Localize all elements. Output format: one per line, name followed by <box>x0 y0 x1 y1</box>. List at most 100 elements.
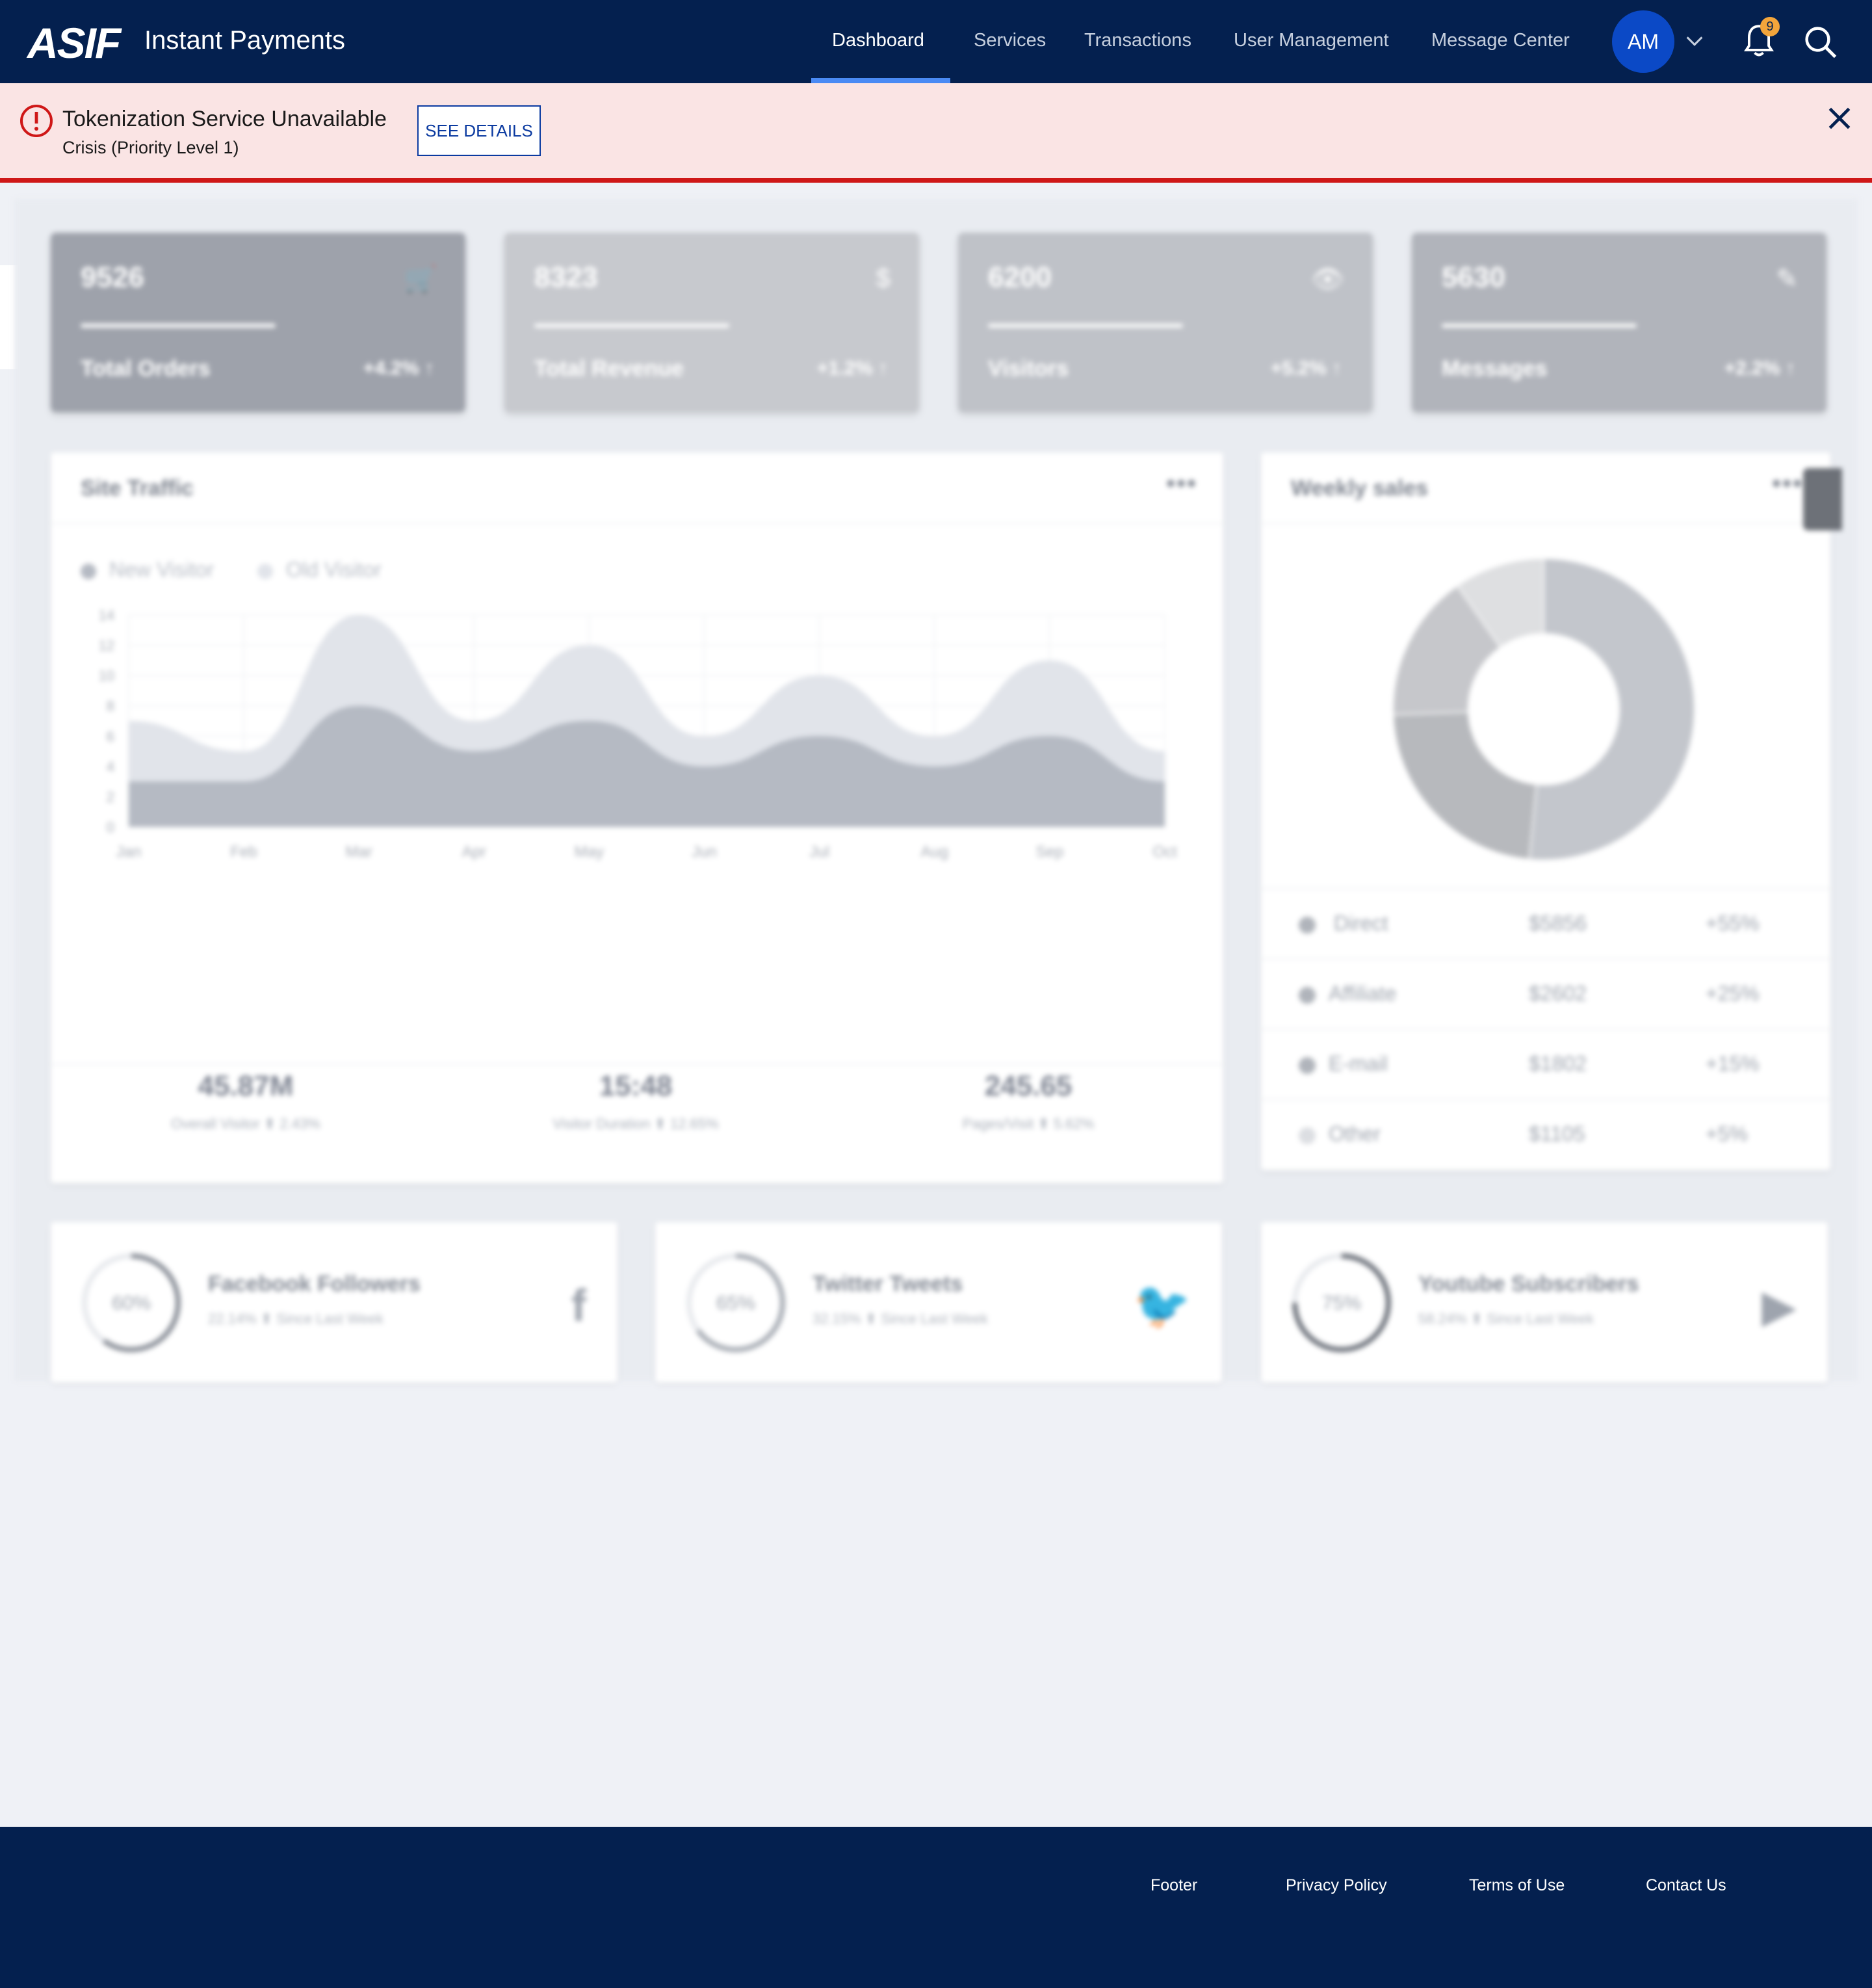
progress-ring: 65% <box>686 1253 785 1352</box>
stat-value: 5630 <box>1442 261 1505 293</box>
sales-dot <box>1299 1057 1316 1074</box>
progress-ring: 60% <box>82 1253 181 1352</box>
more-menu-icon[interactable]: ••• <box>1772 469 1804 498</box>
legend-label: New Visitor <box>109 558 214 581</box>
site-traffic-chart: 0 2 4 6 8 10 12 14 Jan Feb Mar Apr May Jun Jul Aug Sep Oc… <box>99 607 1177 861</box>
x-tick-label: Jan <box>116 843 142 861</box>
stat-value: 6200 <box>988 261 1052 293</box>
x-tick-label: Jun <box>692 843 717 861</box>
sales-amount: $2602 <box>1529 982 1587 1005</box>
stat-card-orders: 9526 🛒 Total Orders +4.2% ↑ <box>51 233 465 412</box>
footer-link-footer[interactable]: Footer <box>1150 1876 1198 1894</box>
metric-pages-per-visit: 245.65 Pages/Visit ⬆ 5.62% <box>833 1070 1223 1132</box>
social-title: Twitter Tweets <box>812 1272 963 1296</box>
twitter-icon: 🐦 <box>1134 1280 1191 1331</box>
x-tick-label: Jul <box>809 843 829 861</box>
panel-divider <box>51 1064 1223 1065</box>
stat-label: Visitors <box>988 356 1069 381</box>
y-tick-label: 10 <box>99 668 114 684</box>
stat-change: +5.2% ↑ <box>1270 358 1342 379</box>
social-title: Youtube Subscribers <box>1418 1272 1639 1296</box>
nav-transactions[interactable]: Transactions <box>1084 30 1191 51</box>
metric-caption: Pages/Visit ⬆ 5.62% <box>962 1116 1095 1132</box>
nav-message-center[interactable]: Message Center <box>1431 30 1570 51</box>
sales-change: +15% <box>1706 1052 1760 1075</box>
social-subtitle: 32.15% ⬆ Since Last Week <box>812 1311 988 1327</box>
stat-value: 8323 <box>534 261 598 293</box>
x-tick-label: Feb <box>230 843 257 861</box>
stat-progress-bar <box>534 324 729 328</box>
avatar-initials: AM <box>1628 29 1659 53</box>
nav-dashboard[interactable]: Dashboard <box>832 30 924 51</box>
more-menu-icon[interactable]: ••• <box>1166 469 1198 498</box>
social-card-facebook: 60% Facebook Followers 22.14% ⬆ Since La… <box>51 1222 618 1382</box>
progress-percent: 60% <box>112 1292 151 1314</box>
sales-dot <box>1299 1127 1316 1144</box>
x-tick-label: Oct <box>1152 843 1177 861</box>
cart-icon: 🛒 <box>404 265 437 294</box>
metric-value: 245.65 <box>984 1070 1072 1102</box>
app-title: Instant Payments <box>144 26 346 55</box>
metric-value: 45.87M <box>198 1070 294 1102</box>
sales-row: Other $1105 +5% <box>1261 1099 1830 1169</box>
sales-change: +5% <box>1706 1122 1748 1145</box>
search-icon[interactable] <box>1803 25 1838 60</box>
footer-link-contact-us[interactable]: Contact Us <box>1646 1876 1726 1894</box>
stat-progress-bar <box>81 324 276 328</box>
eye-icon: 👁 <box>1311 265 1344 294</box>
progress-percent: 75% <box>1322 1292 1361 1314</box>
panel-title: Site Traffic <box>81 476 194 501</box>
chevron-down-icon[interactable] <box>1684 30 1706 52</box>
social-card-twitter: 65% Twitter Tweets 32.15% ⬆ Since Last W… <box>655 1222 1222 1382</box>
sales-row: Affiliate $2602 +25% <box>1261 958 1830 1028</box>
y-tick-label: 12 <box>99 638 114 654</box>
legend-label: Old Visitor <box>286 558 382 581</box>
legend-old-visitor: Old Visitor <box>257 558 382 582</box>
legend-dot <box>81 563 96 579</box>
area-series-new-visitor <box>129 705 1165 827</box>
y-tick-label: 0 <box>107 819 114 835</box>
dashboard-content: 9526 🛒 Total Orders +4.2% ↑ 8323 $ Total… <box>14 199 1858 1382</box>
alert-subtitle: Crisis (Priority Level 1) <box>62 138 239 157</box>
donut-slice-other <box>1456 557 1544 649</box>
see-details-button[interactable]: SEE DETAILS <box>417 105 541 156</box>
settings-gear-icon[interactable] <box>1803 468 1842 530</box>
x-tick-label: May <box>575 843 604 861</box>
progress-percent: 65% <box>716 1292 755 1314</box>
youtube-icon: ▶ <box>1762 1281 1797 1331</box>
notification-badge: 9 <box>1760 17 1780 36</box>
sales-name: Direct <box>1334 911 1388 935</box>
nav-user-management[interactable]: User Management <box>1234 30 1389 51</box>
sales-row: E-mail $1802 +15% <box>1261 1028 1830 1099</box>
nav-services[interactable]: Services <box>974 30 1046 51</box>
metric-overall-visitor: 45.87M Overall Visitor ⬆ 2.43% <box>51 1070 441 1132</box>
footer-link-privacy-policy[interactable]: Privacy Policy <box>1286 1876 1387 1894</box>
social-subtitle: 22.14% ⬆ Since Last Week <box>208 1311 384 1327</box>
legend-new-visitor: New Visitor <box>81 558 214 582</box>
sales-dot <box>1299 917 1316 934</box>
y-tick-label: 2 <box>107 789 114 805</box>
dollar-icon: $ <box>876 264 890 293</box>
alert-banner: Tokenization Service Unavailable Crisis … <box>0 83 1872 183</box>
stat-label: Total Revenue <box>534 356 684 381</box>
alert-title: Tokenization Service Unavailable <box>62 107 387 131</box>
stat-change: +2.2% ↑ <box>1724 358 1795 379</box>
footer-link-terms-of-use[interactable]: Terms of Use <box>1469 1876 1565 1894</box>
weekly-sales-donut-chart <box>1392 557 1695 861</box>
stat-label: Total Orders <box>81 356 211 381</box>
tag-icon: ✎ <box>1776 265 1798 293</box>
sales-name: Other <box>1329 1122 1381 1145</box>
facebook-icon: f <box>571 1280 586 1331</box>
user-avatar[interactable]: AM <box>1612 10 1674 73</box>
stat-progress-bar <box>988 324 1183 328</box>
social-card-youtube: 75% Youtube Subscribers 58.24% ⬆ Since L… <box>1261 1222 1828 1382</box>
sales-change: +55% <box>1706 911 1760 935</box>
close-icon[interactable] <box>1825 104 1854 133</box>
donut-slice-email <box>1392 584 1502 716</box>
sales-amount: $1802 <box>1529 1052 1587 1075</box>
panel-divider <box>51 523 1223 524</box>
donut-slice-direct <box>1528 557 1695 861</box>
metric-visitor-duration: 15:48 Visitor Duration ⬆ 12.65% <box>441 1070 831 1132</box>
social-subtitle: 58.24% ⬆ Since Last Week <box>1418 1311 1594 1327</box>
app-logo[interactable]: ASIF <box>27 19 121 67</box>
